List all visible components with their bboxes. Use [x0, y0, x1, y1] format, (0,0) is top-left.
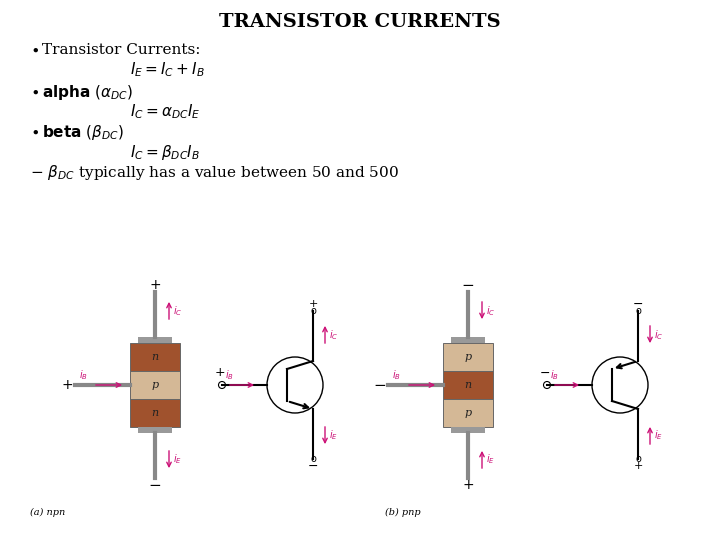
- Text: $i_B$: $i_B$: [392, 368, 401, 382]
- Bar: [138, 337, 172, 343]
- Text: $i_C$: $i_C$: [329, 328, 338, 342]
- Text: $I_C = \beta_{DC} I_B$: $I_C = \beta_{DC} I_B$: [130, 143, 200, 161]
- Text: p: p: [464, 408, 472, 418]
- Text: p: p: [464, 352, 472, 362]
- Bar: [443, 343, 493, 371]
- Text: $i_B$: $i_B$: [225, 368, 234, 382]
- Text: o: o: [310, 454, 316, 464]
- Circle shape: [544, 381, 551, 388]
- Text: $\bullet$: $\bullet$: [30, 43, 39, 57]
- Text: $i_C$: $i_C$: [486, 304, 495, 318]
- Text: $i_E$: $i_E$: [486, 452, 495, 466]
- Text: TRANSISTOR CURRENTS: TRANSISTOR CURRENTS: [219, 13, 501, 31]
- Bar: [138, 427, 172, 433]
- Text: −: −: [462, 278, 474, 293]
- Circle shape: [218, 381, 225, 388]
- Text: (a) npn: (a) npn: [30, 508, 66, 517]
- Text: $i_E$: $i_E$: [654, 428, 663, 442]
- Text: $i_C$: $i_C$: [173, 304, 182, 318]
- Text: $\bullet$: $\bullet$: [30, 125, 39, 139]
- Bar: [451, 337, 485, 343]
- Text: +: +: [215, 367, 225, 380]
- Text: $i_E$: $i_E$: [173, 452, 182, 466]
- Text: +: +: [462, 478, 474, 492]
- Text: −: −: [633, 298, 643, 310]
- Text: o: o: [310, 306, 316, 316]
- Text: −: −: [148, 477, 161, 492]
- Text: +: +: [308, 299, 318, 309]
- Text: $i_B$: $i_B$: [79, 368, 88, 382]
- Bar: [451, 427, 485, 433]
- Bar: [443, 371, 493, 399]
- Text: −: −: [374, 377, 387, 393]
- Text: $\mathbf{beta}$ $(\beta_{DC})$: $\mathbf{beta}$ $(\beta_{DC})$: [42, 123, 124, 141]
- Text: p: p: [151, 380, 158, 390]
- Bar: [443, 399, 493, 427]
- Text: $i_C$: $i_C$: [654, 328, 663, 342]
- Circle shape: [592, 357, 648, 413]
- Text: n: n: [464, 380, 472, 390]
- Text: +: +: [61, 378, 73, 392]
- Text: −: −: [540, 367, 550, 380]
- Circle shape: [267, 357, 323, 413]
- Text: $I_C = \alpha_{DC} I_E$: $I_C = \alpha_{DC} I_E$: [130, 103, 200, 122]
- Text: o: o: [635, 454, 641, 464]
- Text: +: +: [634, 461, 643, 471]
- Text: $-\ \beta_{DC}$ typically has a value between 50 and 500: $-\ \beta_{DC}$ typically has a value be…: [30, 163, 399, 181]
- Text: −: −: [307, 460, 318, 472]
- Text: o: o: [635, 306, 641, 316]
- Bar: [130, 399, 180, 427]
- Bar: [130, 371, 180, 399]
- Text: $i_E$: $i_E$: [329, 428, 338, 442]
- Text: $\bullet$: $\bullet$: [30, 85, 39, 99]
- Bar: [130, 343, 180, 371]
- Text: $\mathbf{alpha}$ $(\alpha_{DC})$: $\mathbf{alpha}$ $(\alpha_{DC})$: [42, 83, 133, 102]
- Text: $i_B$: $i_B$: [550, 368, 559, 382]
- Text: n: n: [151, 352, 158, 362]
- Text: (b) pnp: (b) pnp: [385, 508, 420, 517]
- Text: +: +: [149, 278, 161, 292]
- Text: Transistor Currents:: Transistor Currents:: [42, 43, 200, 57]
- Text: $I_E = I_C + I_B$: $I_E = I_C + I_B$: [130, 60, 204, 79]
- Text: n: n: [151, 408, 158, 418]
